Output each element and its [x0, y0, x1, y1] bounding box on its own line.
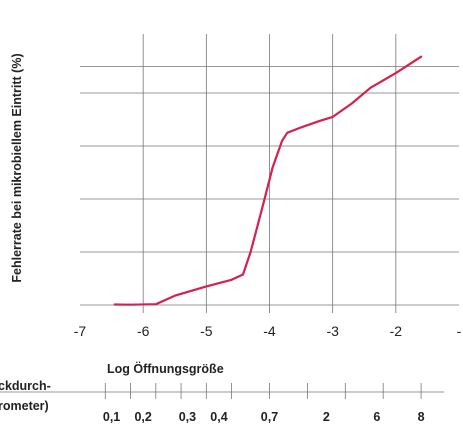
secondary-scale-label: 8 [418, 410, 425, 424]
x-tick-label: -4 [263, 323, 276, 339]
secondary-scale-label: 0,2 [134, 410, 151, 424]
secondary-scale-title-line: rometer) [0, 399, 49, 413]
x-tick-labels: -7 -6 -5 -4 -3 -2 - [74, 323, 462, 339]
secondary-scale-label: 2 [323, 410, 330, 424]
x-axis-label: Log Öffnungsgröße [107, 361, 224, 376]
y-axis-label: Fehlerrate bei mikrobiellem Eintritt (%) [10, 53, 24, 282]
x-tick-label: -5 [200, 323, 213, 339]
gridlines [80, 34, 459, 313]
secondary-scale-title-line: ckdurch- [0, 379, 51, 393]
series-line [113, 55, 423, 306]
secondary-scale-label: 0,4 [210, 410, 227, 424]
secondary-scale-label: 0,3 [179, 410, 196, 424]
x-tick-label: - [457, 323, 462, 339]
x-tick-label: -2 [390, 323, 403, 339]
x-tick-label: -6 [137, 323, 150, 339]
secondary-scale-label: 0,1 [103, 410, 120, 424]
series-layer [113, 55, 423, 306]
x-tick-label: -7 [74, 323, 87, 339]
secondary-scale-label: 0,7 [261, 410, 278, 424]
secondary-scale: ckdurch-rometer) 0,1 0,2 0,3 0,4 0,7 2 6 8 [0, 379, 444, 424]
secondary-scale-label: 6 [373, 410, 380, 424]
x-tick-label: -3 [326, 323, 339, 339]
